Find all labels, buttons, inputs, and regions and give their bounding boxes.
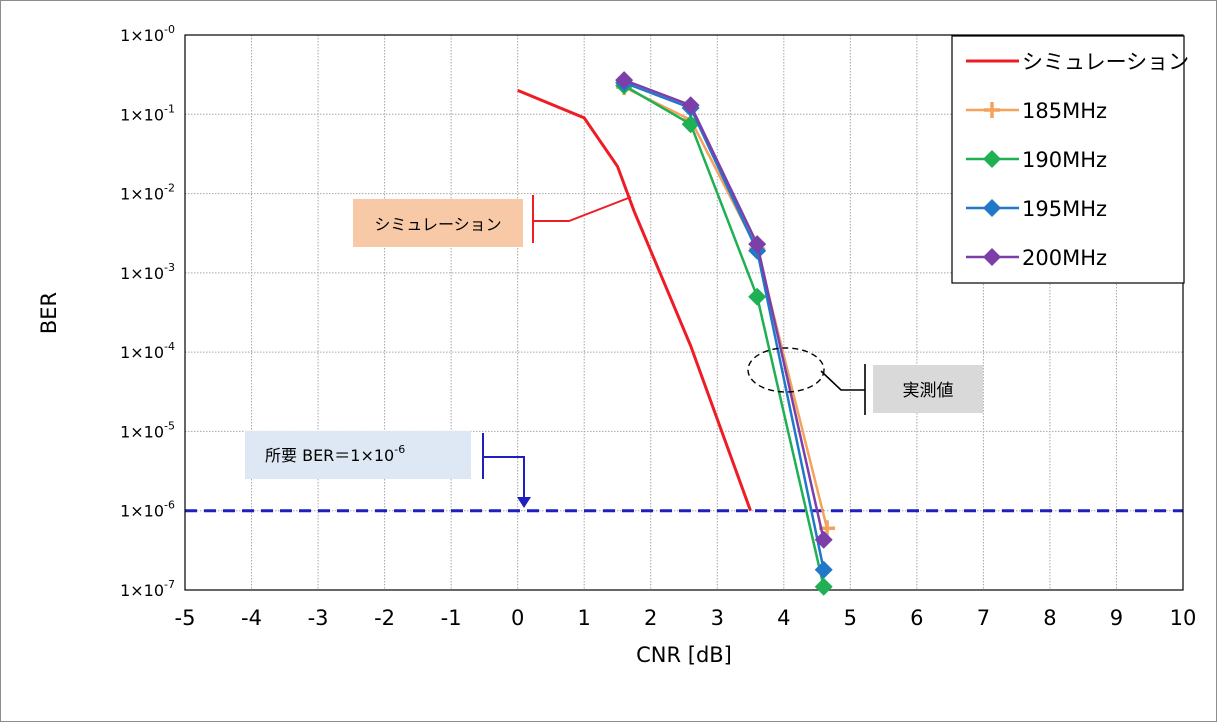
data-point-200mhz — [615, 71, 634, 90]
required-ber-exponent: -6 — [394, 443, 405, 456]
x-tick-label: -5 — [175, 606, 196, 630]
simulation-callout: シミュレーション — [353, 195, 632, 247]
x-tick-label: 0 — [511, 606, 524, 630]
y-tick-label: 1×10-2 — [120, 182, 175, 204]
y-tick-exponent: -7 — [164, 578, 175, 591]
simulation-callout-label: シミュレーション — [374, 215, 501, 234]
data-point-200mhz — [748, 235, 767, 254]
required-ber-label: 所要 BER＝1×10-6 — [265, 443, 405, 465]
legend-label-200mhz: 200MHz — [1022, 246, 1107, 270]
y-tick-mantissa: 1×10 — [120, 26, 164, 45]
required-ber-leader — [482, 433, 525, 497]
x-tick-label: -3 — [308, 606, 329, 630]
x-tick-label: -1 — [441, 606, 462, 630]
y-tick-mantissa: 1×10 — [120, 185, 164, 204]
measured-callout: 実測値 — [747, 347, 983, 415]
y-tick-exponent: -3 — [164, 261, 175, 274]
series-simulation — [517, 89, 752, 512]
measured-callout-leader — [820, 364, 866, 415]
y-axis-label: BER — [37, 292, 61, 334]
x-axis-label: CNR [dB] — [636, 643, 732, 667]
required-ber-box — [245, 431, 471, 479]
legend-marker-195mhz — [983, 199, 1001, 217]
y-tick-label: 1×10-4 — [120, 340, 175, 362]
y-tick-mantissa: 1×10 — [120, 502, 164, 521]
measured-callout-box — [873, 365, 983, 413]
y-tick-mantissa: 1×10 — [120, 264, 164, 283]
y-tick-exponent: -1 — [164, 102, 175, 115]
y-tick-exponent: -5 — [164, 419, 175, 432]
x-tick-label: -2 — [374, 606, 395, 630]
y-tick-label: 1×10-7 — [120, 578, 175, 600]
series-line-simulation — [517, 89, 752, 512]
data-point-200mhz — [681, 96, 700, 115]
data-point-190mhz — [748, 287, 767, 306]
x-tick-label: 3 — [711, 606, 724, 630]
x-tick-label: 9 — [1110, 606, 1123, 630]
y-tick-mantissa: 1×10 — [120, 422, 164, 441]
x-tick-label: -4 — [241, 606, 262, 630]
legend: シミュレーション 185MHz 190MHz 195MHz 200MHz — [951, 35, 1189, 284]
y-tick-label: 1×10-6 — [120, 499, 175, 521]
y-tick-exponent: -4 — [164, 340, 175, 353]
x-tick-label: 8 — [1043, 606, 1056, 630]
series-line-195mhz — [623, 81, 825, 571]
x-tick-label: 4 — [777, 606, 790, 630]
data-point-200mhz — [814, 530, 833, 549]
legend-label-195mhz: 195MHz — [1022, 197, 1107, 221]
required-ber-callout: 所要 BER＝1×10-6 — [245, 431, 531, 508]
legend-label-simulation: シミュレーション — [1022, 50, 1189, 74]
y-tick-label: 1×10-3 — [120, 261, 175, 283]
series-line-190mhz — [623, 84, 825, 587]
measured-ellipse — [747, 347, 825, 393]
x-tick-label: 5 — [844, 606, 857, 630]
measured-callout-label: 実測値 — [903, 381, 954, 401]
x-tick-label: 6 — [910, 606, 923, 630]
required-ber-arrowhead — [517, 497, 531, 508]
y-tick-label: 1×10-1 — [120, 102, 175, 124]
y-tick-mantissa: 1×10 — [120, 581, 164, 600]
y-tick-exponent: -6 — [164, 499, 175, 512]
simulation-callout-leader — [532, 195, 632, 243]
y-tick-exponent: -2 — [164, 182, 175, 195]
legend-marker-200mhz — [983, 248, 1001, 266]
y-tick-mantissa: 1×10 — [120, 343, 164, 362]
legend-marker-190mhz — [983, 150, 1001, 168]
x-tick-label: 10 — [1170, 606, 1197, 630]
y-tick-label: 1×10-0 — [120, 23, 175, 45]
y-tick-labels: 1×10-01×10-11×10-21×10-31×10-41×10-51×10… — [120, 23, 175, 600]
x-tick-label: 7 — [977, 606, 990, 630]
plot-border — [184, 34, 1184, 591]
legend-label-185mhz: 185MHz — [1022, 99, 1107, 123]
y-tick-exponent: -0 — [164, 23, 175, 36]
x-tick-label: 2 — [644, 606, 657, 630]
legend-label-190mhz: 190MHz — [1022, 148, 1107, 172]
x-tick-labels: -5 -4 -3 -2 -1 0 1 2 3 4 5 6 7 8 9 10 — [175, 606, 1197, 630]
y-tick-mantissa: 1×10 — [120, 105, 164, 124]
x-tick-label: 1 — [578, 606, 591, 630]
simulation-callout-box — [353, 199, 523, 247]
data-point-195mhz — [814, 560, 833, 579]
y-tick-label: 1×10-5 — [120, 419, 175, 441]
legend-marker-185mhz — [984, 102, 1000, 118]
data-point-190mhz — [814, 577, 833, 596]
